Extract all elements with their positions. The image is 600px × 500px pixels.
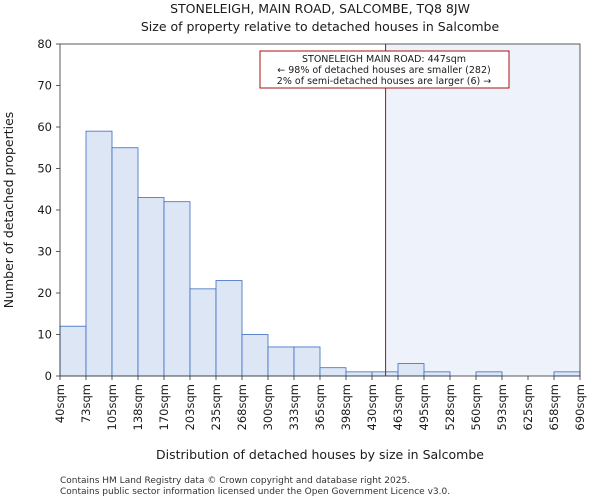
y-tick-label: 10 [37,328,52,342]
x-tick-label: 203sqm [183,384,197,430]
histogram-bar [475,371,503,377]
x-tick-label: 235sqm [209,384,223,430]
larger-region-shading [385,44,580,376]
x-tick-label: 495sqm [417,384,431,430]
x-tick-label: 528sqm [443,384,457,430]
annotation-frame [259,50,510,89]
x-tick-label: 463sqm [391,384,405,430]
histogram-bar [267,346,295,377]
histogram-bar [345,371,373,377]
annotation-line-3: 2% of semi-detached houses are larger (6… [277,76,491,87]
x-tick-label: 690sqm [573,384,587,430]
histogram-bar [85,130,113,377]
histogram-bar [397,363,425,377]
y-tick-label: 40 [37,203,52,217]
x-tick-label: 170sqm [157,384,171,430]
x-tick-label: 560sqm [469,384,483,430]
y-tick-label: 0 [45,369,52,383]
annotation-line-2: ← 98% of detached houses are smaller (28… [277,65,490,76]
x-tick-label: 333sqm [287,384,301,430]
histogram-bar [215,280,243,377]
x-tick-label: 430sqm [365,384,379,430]
histogram-bar [423,371,451,377]
y-tick-label: 60 [37,120,52,134]
histogram-bar [319,367,347,377]
x-tick-label: 268sqm [235,384,249,430]
histogram-bar [241,334,269,377]
x-tick-label: 105sqm [105,384,119,430]
y-axis-label: Number of detached properties [1,112,16,309]
annotation-line-1: STONELEIGH MAIN ROAD: 447sqm [302,54,466,65]
x-axis-label: Distribution of detached houses by size … [156,447,484,462]
y-tick-label: 20 [37,286,52,300]
footer-line-1: Contains HM Land Registry data © Crown c… [60,476,410,486]
y-tick-label: 80 [37,37,52,51]
x-tick-label: 300sqm [261,384,275,430]
y-tick-label: 50 [37,162,52,176]
x-tick-label: 593sqm [495,384,509,430]
histogram-bar [553,371,581,377]
chart-title: STONELEIGH, MAIN ROAD, SALCOMBE, TQ8 8JW [170,1,470,16]
histogram-bar [293,346,321,377]
histogram-bar [111,147,139,377]
y-tick-label: 70 [37,79,52,93]
footer-line-2: Contains public sector information licen… [60,487,450,497]
x-tick-label: 40sqm [53,384,67,423]
chart-subtitle: Size of property relative to detached ho… [141,19,500,34]
x-tick-label: 73sqm [79,384,93,423]
x-tick-label: 398sqm [339,384,353,430]
x-tick-label: 625sqm [521,384,535,430]
x-tick-label: 365sqm [313,384,327,430]
y-tick-label: 30 [37,245,52,259]
x-tick-label: 658sqm [547,384,561,430]
histogram-bar [59,325,87,377]
histogram-bar [137,197,165,377]
annotation-box: STONELEIGH MAIN ROAD: 447sqm ← 98% of de… [259,50,510,89]
histogram-bar [371,371,399,377]
histogram-bar [163,201,191,377]
histogram-bar [189,288,217,377]
x-tick-label: 138sqm [131,384,145,430]
